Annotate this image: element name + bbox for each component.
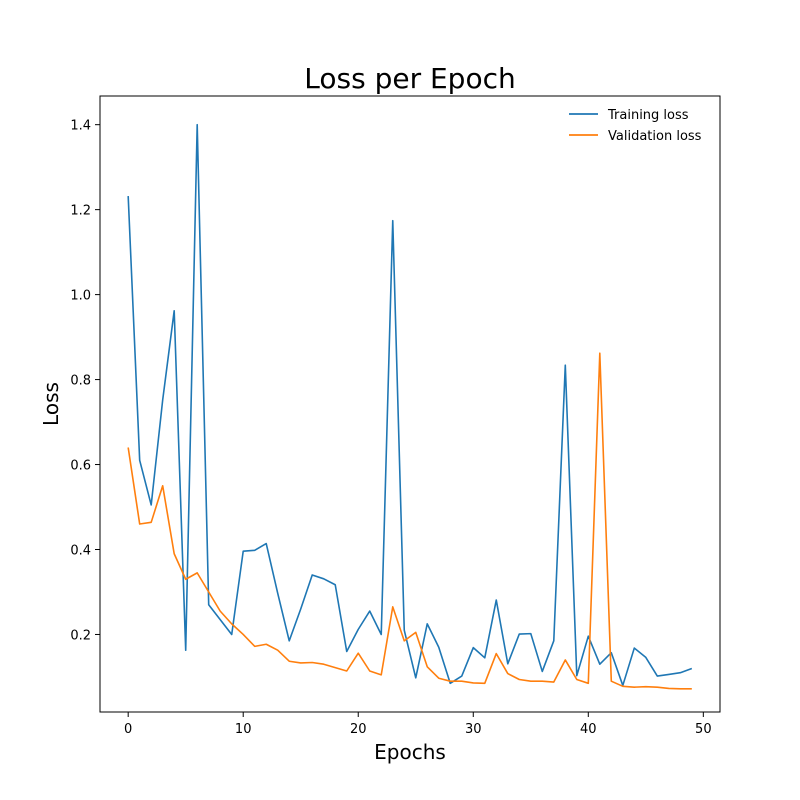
x-axis-ticks: 0 10 20 30 40 50 <box>124 712 712 737</box>
x-tick-label: 40 <box>580 722 597 737</box>
y-axis-label: Loss <box>39 382 63 426</box>
x-tick-label: 50 <box>695 722 712 737</box>
x-tick-label: 0 <box>124 722 132 737</box>
x-tick-label: 10 <box>235 722 252 737</box>
y-tick-label: 1.2 <box>70 204 91 219</box>
y-tick-label: 1.4 <box>70 119 91 134</box>
legend-label: Training loss <box>607 108 689 123</box>
series-line-training-loss <box>127 123 693 687</box>
y-tick-label: 1.0 <box>70 289 91 304</box>
legend-label: Validation loss <box>608 129 702 144</box>
y-axis-ticks: 0.2 0.4 0.6 0.8 1.0 1.2 1.4 <box>70 119 100 643</box>
x-tick-label: 30 <box>465 722 482 737</box>
y-tick-label: 0.8 <box>70 374 91 389</box>
x-axis-label: Epochs <box>374 740 446 764</box>
y-tick-label: 0.6 <box>70 459 91 474</box>
series-layer <box>127 123 693 690</box>
series-line-validation-loss <box>127 352 692 690</box>
chart-title: Loss per Epoch <box>304 62 515 95</box>
y-tick-label: 0.4 <box>70 544 91 559</box>
plot-frame <box>99 95 721 713</box>
x-tick-label: 20 <box>350 722 367 737</box>
y-tick-label: 0.2 <box>70 628 91 643</box>
legend: Training loss Validation loss <box>569 108 702 144</box>
